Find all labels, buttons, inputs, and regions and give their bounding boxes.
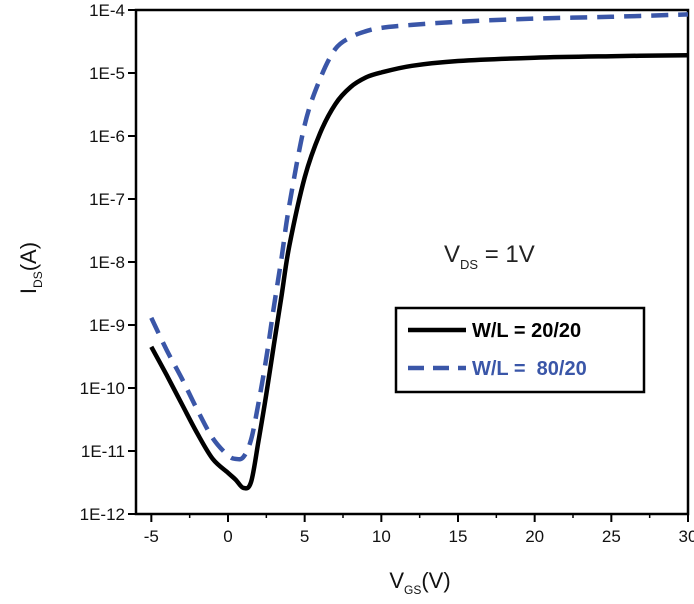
x-tick-label: 5 — [300, 527, 309, 546]
y-tick-label: 1E-11 — [81, 442, 125, 461]
y-tick-label: 1E-9 — [89, 316, 125, 335]
legend-label-series-1: W/L = 20/20 — [472, 320, 581, 342]
series-line-1 — [149, 52, 689, 491]
x-tick-label: 10 — [372, 527, 391, 546]
x-axis-label: VGS(V) — [389, 568, 450, 597]
y-tick-label: 1E-5 — [89, 64, 125, 83]
plot-area-frame — [134, 8, 690, 516]
y-tick-label: 1E-4 — [89, 1, 125, 20]
y-tick-label: 1E-8 — [89, 253, 125, 272]
x-tick-label: 15 — [449, 527, 468, 546]
y-axis-label: IDS(A) — [16, 242, 45, 294]
x-tick-label: 20 — [525, 527, 544, 546]
legend-label-series-2: W/L = 80/20 — [472, 358, 587, 380]
y-tick-label: 1E-10 — [80, 379, 125, 398]
series-line-2 — [149, 12, 689, 462]
x-tick-label: 30 — [679, 527, 694, 546]
legend-box — [394, 306, 646, 394]
y-tick-label: 1E-12 — [80, 505, 125, 524]
x-tick-label: 25 — [602, 527, 621, 546]
vds-annotation: VDS = 1V — [444, 241, 535, 272]
y-tick-label: 1E-6 — [89, 127, 125, 146]
x-tick-label: -5 — [144, 527, 159, 546]
y-tick-label: 1E-7 — [89, 190, 125, 209]
x-tick-label: 0 — [223, 527, 232, 546]
legend: W/L = 20/20 W/L = 80/20 — [394, 306, 646, 394]
